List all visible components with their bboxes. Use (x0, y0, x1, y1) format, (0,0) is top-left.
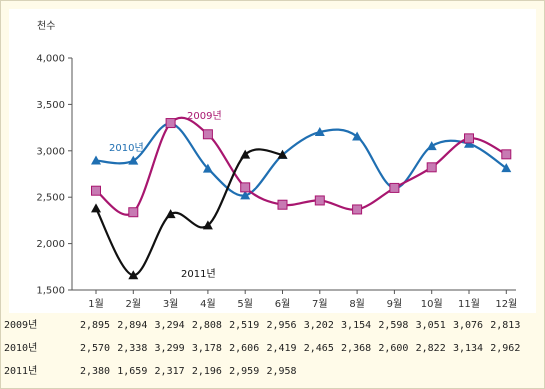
point-2011 (277, 149, 288, 159)
table-cell: 2,465 (303, 343, 334, 354)
line-chart: 천수 1,500 2,000 2,500 3,000 3,500 4,000 1월 2월 3월 4월… (36, 20, 517, 310)
table-cell: 2,956 (266, 320, 297, 331)
x-tick-label: 5월 (237, 298, 253, 310)
point-2010 (91, 155, 101, 165)
table-row: 2010년 2,570 2,338 3,299 3,178 2,606 2,419 2,465… (4, 339, 544, 359)
table-cell: 3,294 (154, 320, 185, 331)
point-2010 (426, 141, 437, 151)
point-2011 (91, 203, 101, 213)
data-table: 2009년 2,895 2,894 3,294 2,808 2,519 2,956 3,202… (0, 312, 545, 389)
point-2009 (240, 182, 251, 193)
x-tick-label: 8월 (349, 298, 365, 310)
table-cell: 3,299 (154, 343, 185, 354)
x-tick-label: 10월 (421, 298, 443, 310)
point-2009 (277, 199, 288, 210)
table-row: 2011년 2,380 1,659 2,317 2,196 2,959 2,958 (4, 362, 544, 382)
table-cell: 2,822 (415, 343, 446, 354)
table-row-label: 2010년 (4, 343, 38, 354)
table-cell: 2,368 (341, 343, 372, 354)
series-label-2011: 2011년 (181, 268, 216, 280)
point-2010 (240, 190, 251, 200)
table-cell: 2,570 (79, 343, 111, 354)
x-tick-label: 4월 (200, 298, 216, 310)
table-cell: 3,051 (415, 320, 446, 331)
point-2010 (352, 131, 363, 141)
point-2009 (202, 129, 213, 140)
x-tick-label: 1월 (88, 298, 104, 310)
y-tick-label: 4,000 (36, 54, 65, 65)
point-2010 (202, 163, 213, 173)
table-cell: 1,659 (117, 366, 148, 377)
plot-panel: 천수 1,500 2,000 2,500 3,000 3,500 4,000 1월 2월 3월 4월… (9, 9, 536, 313)
x-tick-label: 3월 (163, 298, 179, 310)
table-cell: 2,606 (229, 343, 260, 354)
table-cell: 2,338 (117, 343, 148, 354)
y-tick-label: 2,500 (36, 193, 65, 204)
point-2011 (202, 220, 213, 230)
point-2011 (240, 149, 251, 159)
point-2009 (501, 149, 512, 160)
table-cell: 2,895 (79, 320, 111, 331)
table-cell: 3,178 (191, 343, 222, 354)
x-tick-label: 12월 (495, 298, 517, 310)
table-cell: 2,317 (154, 366, 185, 377)
y-axis-label: 천수 (37, 20, 55, 32)
table-cell: 2,196 (191, 366, 222, 377)
series-line-2011 (95, 148, 283, 277)
point-2009 (352, 204, 363, 215)
y-tick-label: 2,000 (36, 239, 65, 250)
point-2011 (165, 209, 176, 219)
point-2009 (314, 195, 325, 206)
table-cell: 2,519 (229, 320, 260, 331)
series-line-2010 (95, 122, 507, 197)
point-2009 (389, 182, 400, 193)
table-row-label: 2009년 (4, 320, 38, 331)
table-cell: 3,202 (303, 320, 334, 331)
series-label-2010: 2010년 (109, 142, 144, 154)
table-cell: 2,598 (378, 320, 409, 331)
table-cell: 2,380 (79, 366, 111, 377)
point-2010 (128, 155, 139, 165)
x-tick-label: 7월 (312, 298, 328, 310)
point-2009 (165, 118, 176, 129)
table-row: 2009년 2,895 2,894 3,294 2,808 2,519 2,956 3,202… (4, 316, 544, 336)
point-2009 (426, 162, 437, 173)
y-tick-label: 3,500 (36, 100, 65, 111)
table-cell: 2,808 (191, 320, 222, 331)
point-2009 (91, 185, 101, 196)
point-2010 (314, 127, 325, 137)
table-cell: 2,419 (266, 343, 297, 354)
x-tick-label: 11월 (458, 298, 480, 310)
point-2011 (128, 270, 139, 280)
x-tick-label: 9월 (387, 298, 403, 310)
point-2010 (501, 163, 512, 173)
y-tick-label: 3,000 (36, 146, 65, 157)
table-cell: 2,962 (490, 343, 521, 354)
table-cell: 3,076 (452, 320, 484, 331)
y-tick-label: 1,500 (36, 286, 65, 297)
table-cell: 2,813 (490, 320, 521, 331)
table-cell: 2,894 (117, 320, 148, 331)
table-cell: 2,959 (229, 366, 260, 377)
x-tick-label: 6월 (275, 298, 291, 310)
table-cell: 3,134 (452, 343, 484, 354)
table-cell: 2,958 (266, 366, 297, 377)
point-2009 (128, 207, 139, 218)
x-tick-label: 2월 (126, 298, 142, 310)
table-cell: 2,600 (378, 343, 409, 354)
table-cell: 3,154 (341, 320, 372, 331)
table-row-label: 2011년 (4, 366, 38, 377)
point-2009 (464, 133, 474, 144)
series-label-2009: 2009년 (187, 110, 222, 122)
